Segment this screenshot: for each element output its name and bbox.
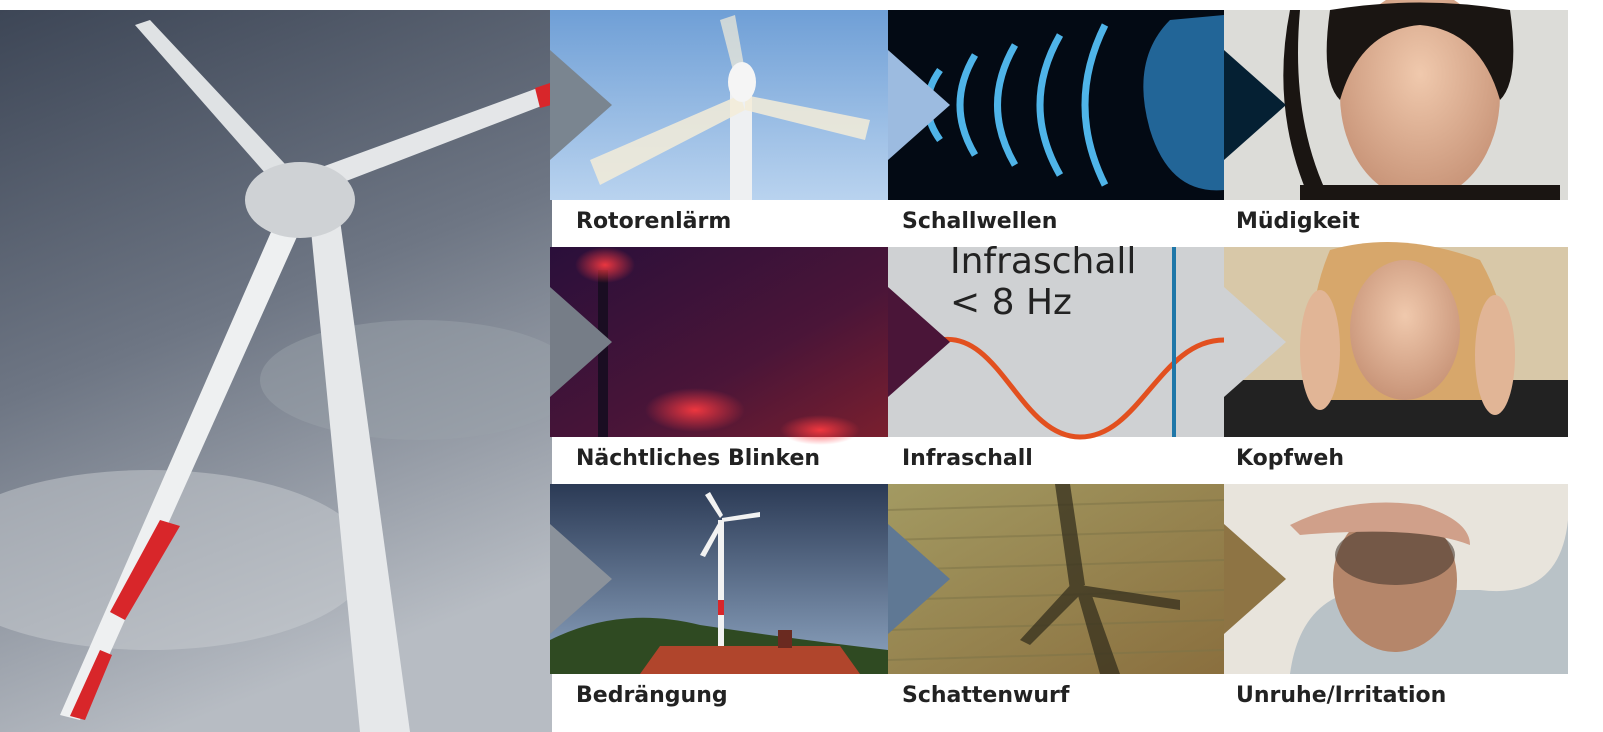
panel-title: Infraschall — [950, 241, 1136, 282]
panel-subtitle: < 8 Hz — [950, 282, 1072, 323]
tile-label: Unruhe/Irritation — [1236, 683, 1446, 708]
tile-label: Infraschall — [902, 446, 1033, 471]
tile-label: Müdigkeit — [1236, 209, 1360, 234]
page: Infraschall < 8 Hz — [0, 0, 1603, 732]
tile-label: Schattenwurf — [902, 683, 1070, 708]
tile-label: Rotorenlärm — [576, 209, 731, 234]
tile-label: Schallwellen — [902, 209, 1057, 234]
tile-label: Bedrängung — [576, 683, 728, 708]
hero-image — [0, 10, 580, 732]
infographic: Infraschall < 8 Hz — [0, 0, 1603, 732]
tile-label: Kopfweh — [1236, 446, 1344, 471]
tile-label: Nächtliches Blinken — [576, 446, 820, 471]
